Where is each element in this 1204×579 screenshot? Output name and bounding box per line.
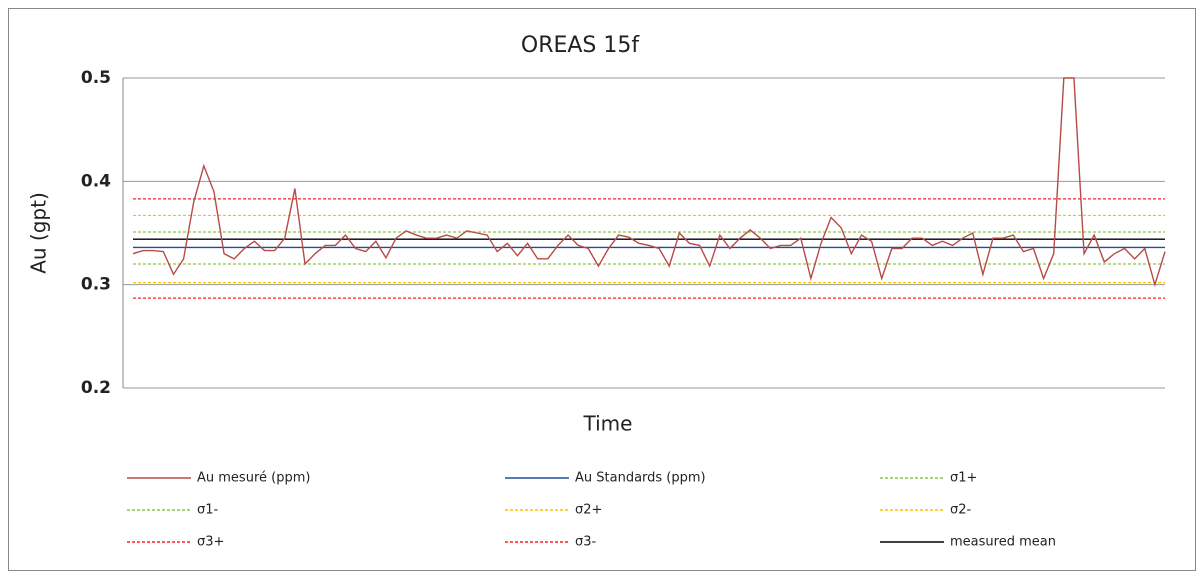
y-tick-label: 0.3: [81, 275, 111, 295]
legend-label: σ1-: [197, 503, 219, 518]
chart-frame: [8, 8, 1196, 571]
x-axis-title: Time: [583, 412, 633, 436]
legend-label: σ2-: [950, 503, 972, 518]
series-line: [132, 77, 1166, 288]
legend-label: σ1+: [950, 471, 977, 486]
legend-label: σ3-: [575, 535, 597, 550]
y-axis-title: Au (gpt): [27, 192, 51, 274]
y-tick-label: 0.4: [81, 171, 111, 191]
legend-label: σ3+: [197, 535, 224, 550]
legend-label: σ2+: [575, 503, 602, 518]
legend-label: measured mean: [950, 535, 1056, 550]
y-tick-label: 0.5: [81, 68, 111, 88]
chart-title: OREAS 15f: [521, 33, 641, 58]
y-tick-label: 0.2: [81, 378, 111, 398]
legend-label: Au Standards (ppm): [575, 471, 706, 486]
legend-label: Au mesuré (ppm): [197, 471, 310, 486]
